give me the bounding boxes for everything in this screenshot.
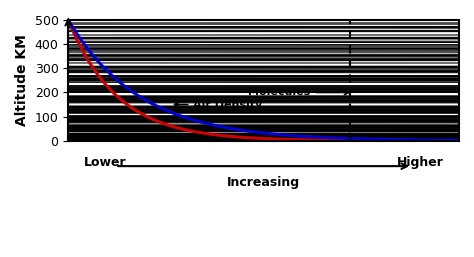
Text: Increasing: Increasing (227, 176, 300, 189)
Text: Higher: Higher (396, 157, 443, 169)
Text: Air Density: Air Density (174, 100, 263, 110)
Text: Molecules: Molecules (248, 87, 349, 97)
Y-axis label: Altitude KM: Altitude KM (15, 34, 29, 126)
Text: Lower: Lower (84, 157, 127, 169)
